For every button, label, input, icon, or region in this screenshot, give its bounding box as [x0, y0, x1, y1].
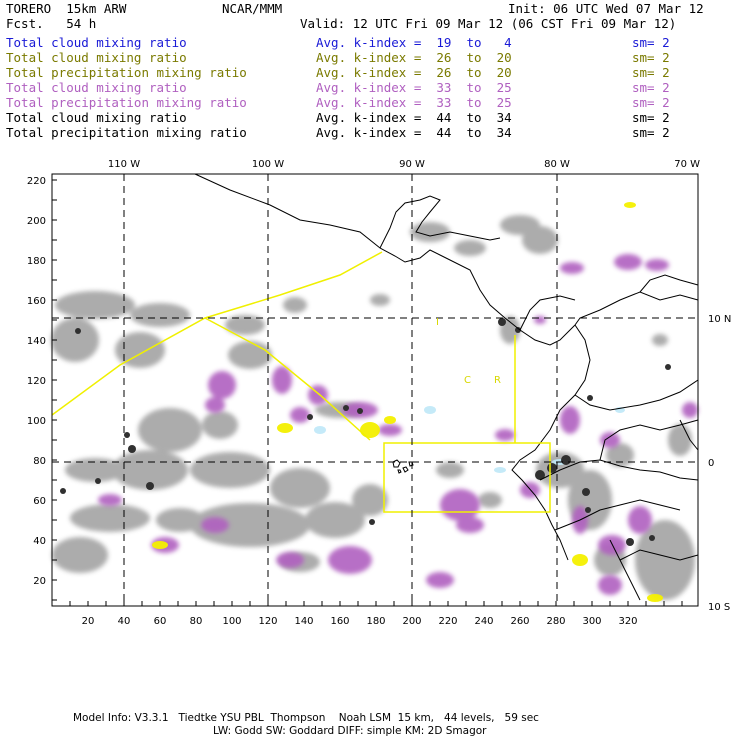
legend-sm: sm= 2	[632, 110, 670, 125]
y-axis-labels: 220 200 180 160 140 120 100 80 60 40 20	[27, 176, 46, 587]
y-tick-label: 160	[27, 296, 46, 307]
legend-name: Total precipitation mixing ratio	[6, 65, 247, 80]
y-tick-label: 200	[27, 216, 46, 227]
region-label: I	[436, 317, 439, 328]
legend-name: Total cloud mixing ratio	[6, 110, 187, 125]
x-tick-label: 20	[82, 616, 95, 627]
purple-precip-field	[98, 254, 698, 595]
model-title: TORERO 15km ARW	[6, 1, 127, 16]
lat-lon-grid	[52, 174, 698, 606]
longitude-label: 110 W	[108, 159, 140, 170]
legend-kindex: Avg. k-index = 19 to 4	[316, 35, 512, 50]
y-tick-label: 100	[27, 416, 46, 427]
y-tick-label: 20	[33, 576, 46, 587]
galapagos-islands	[392, 459, 414, 474]
legend-kindex: Avg. k-index = 44 to 34	[316, 125, 512, 140]
y-tick-label: 120	[27, 376, 46, 387]
legend-sm: sm= 2	[632, 50, 670, 65]
legend-kindex: Avg. k-index = 26 to 20	[316, 65, 512, 80]
x-tick-label: 300	[582, 616, 601, 627]
physics-info: LW: Godd SW: Goddard DIFF: simple KM: 2D…	[213, 725, 487, 737]
x-tick-label: 280	[546, 616, 565, 627]
legend-kindex: Avg. k-index = 33 to 25	[316, 80, 512, 95]
longitude-label: 90 W	[399, 159, 425, 170]
x-tick-label: 60	[154, 616, 167, 627]
yellow-cloud-field	[152, 202, 663, 602]
y-tick-label: 180	[27, 256, 46, 267]
x-tick-label: 180	[366, 616, 385, 627]
model-info: Model Info: V3.3.1 Tiedtke YSU PBL Thomp…	[73, 712, 539, 724]
init-time: Init: 06 UTC Wed 07 Mar 12	[508, 1, 704, 16]
plot-area	[52, 174, 698, 606]
y-tick-label: 60	[33, 496, 46, 507]
x-tick-label: 40	[118, 616, 131, 627]
plot-frame	[51, 173, 699, 607]
latitude-label: 0	[708, 458, 714, 469]
latitude-label: 10 S	[708, 602, 730, 613]
latitude-labels: 10 N 0 10 S	[708, 314, 731, 613]
longitude-labels: 110 W 100 W 90 W 80 W 70 W	[108, 159, 700, 170]
region-label: R	[494, 375, 501, 386]
longitude-label: 100 W	[252, 159, 284, 170]
longitude-label: 80 W	[544, 159, 570, 170]
x-tick-label: 240	[474, 616, 493, 627]
center-title: NCAR/MMM	[222, 1, 283, 16]
axis-ticks	[52, 179, 683, 606]
latitude-label: 10 N	[708, 314, 731, 325]
region-labels: I C R	[436, 317, 501, 386]
longitude-label: 70 W	[674, 159, 700, 170]
legend-kindex: Avg. k-index = 26 to 20	[316, 50, 512, 65]
legend-name: Total cloud mixing ratio	[6, 35, 187, 50]
x-tick-label: 200	[402, 616, 421, 627]
legend-sm: sm= 2	[632, 80, 670, 95]
y-tick-label: 140	[27, 336, 46, 347]
x-tick-label: 160	[330, 616, 349, 627]
legend-kindex: Avg. k-index = 33 to 25	[316, 95, 512, 110]
legend-name: Total cloud mixing ratio	[6, 80, 187, 95]
x-axis-labels: 20 40 60 80 100 120 140 160 180 200 220 …	[82, 616, 638, 627]
x-tick-label: 260	[510, 616, 529, 627]
x-tick-label: 220	[438, 616, 457, 627]
x-tick-label: 320	[618, 616, 637, 627]
legend-name: Total precipitation mixing ratio	[6, 95, 247, 110]
legend-kindex: Avg. k-index = 44 to 34	[316, 110, 512, 125]
legend-sm: sm= 2	[632, 65, 670, 80]
yellow-domain-boundary	[51, 251, 551, 513]
x-tick-label: 140	[294, 616, 313, 627]
legend-name: Total cloud mixing ratio	[6, 50, 187, 65]
coastline	[194, 173, 699, 601]
valid-time: Valid: 12 UTC Fri 09 Mar 12 (06 CST Fri …	[300, 16, 677, 31]
y-tick-label: 40	[33, 536, 46, 547]
legend-sm: sm= 2	[632, 35, 670, 50]
legend-sm: sm= 2	[632, 95, 670, 110]
x-tick-label: 80	[190, 616, 203, 627]
legend-sm: sm= 2	[632, 125, 670, 140]
legend-name: Total precipitation mixing ratio	[6, 125, 247, 140]
x-tick-label: 100	[222, 616, 241, 627]
y-tick-label: 80	[33, 456, 46, 467]
x-tick-label: 120	[258, 616, 277, 627]
region-label: C	[464, 375, 471, 386]
y-tick-label: 220	[27, 176, 46, 187]
forecast-hour: Fcst. 54 h	[6, 16, 97, 31]
